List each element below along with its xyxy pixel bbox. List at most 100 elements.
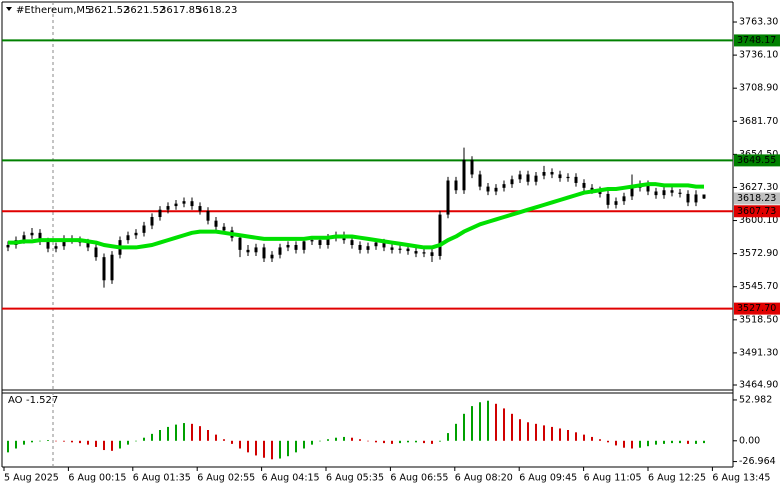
ao-bar <box>95 440 97 447</box>
ao-bar <box>655 440 657 445</box>
header-low: 3617.85 <box>160 5 201 16</box>
ao-tick-label: 52.982 <box>739 394 772 405</box>
x-tick-label: 5 Aug 2025 <box>4 473 59 484</box>
candle-body <box>286 244 290 248</box>
ao-bar <box>7 440 9 453</box>
moving-average <box>8 182 704 250</box>
level-label-box <box>734 154 780 167</box>
y-tick-label: 3627.30 <box>739 182 778 193</box>
y-tick-label: 3518.50 <box>739 314 778 325</box>
level-label-box <box>734 302 780 315</box>
ao-bar <box>607 440 609 443</box>
candle-body <box>646 184 650 192</box>
candle-body <box>38 232 42 242</box>
ao-bar <box>319 440 321 442</box>
x-tick-label: 6 Aug 00:15 <box>68 473 126 484</box>
ao-bar <box>487 400 489 441</box>
ao-bar <box>551 426 553 441</box>
candle-body <box>606 193 610 205</box>
ao-tick-label: 0.00 <box>739 435 760 446</box>
ao-bar <box>519 419 521 441</box>
ao-bar <box>255 440 257 456</box>
ao-bar <box>287 440 289 457</box>
candle-body <box>46 241 50 249</box>
ao-bar <box>391 440 393 444</box>
ao-bar <box>79 440 81 444</box>
ao-bar <box>567 430 569 441</box>
x-tick-label: 6 Aug 05:35 <box>326 473 384 484</box>
ao-bar <box>87 440 89 445</box>
ao-bar <box>39 440 41 442</box>
y-tick-label: 3545.70 <box>739 281 778 292</box>
candle-body <box>390 247 394 250</box>
level-label-box <box>734 34 780 47</box>
ao-bar <box>143 437 145 441</box>
ao-bar <box>279 440 281 459</box>
candle-body <box>686 193 690 203</box>
candle-body <box>406 248 410 252</box>
ao-bar <box>455 423 457 441</box>
ao-bar <box>63 440 65 442</box>
candle-body <box>462 159 466 191</box>
level-label-box <box>734 205 780 218</box>
candle-body <box>222 226 226 231</box>
candle-body <box>550 172 554 175</box>
ao-bar <box>183 423 185 441</box>
x-tick-label: 6 Aug 11:05 <box>584 473 642 484</box>
ao-bar <box>543 425 545 441</box>
candle-body <box>510 179 514 185</box>
ao-tick-label: -26.964 <box>739 456 776 467</box>
x-tick-label: 6 Aug 02:55 <box>197 473 255 484</box>
candle-body <box>30 232 34 236</box>
y-tick-label: 3708.90 <box>739 83 778 94</box>
candle-body <box>318 240 322 245</box>
candle-body <box>22 235 26 241</box>
candle-body <box>622 196 626 202</box>
ao-bar <box>399 440 401 444</box>
header-close: 3618.23 <box>196 5 237 16</box>
current-price-label: 3618.23 <box>737 193 776 204</box>
y-tick-label: 3464.90 <box>739 380 778 391</box>
ao-bar <box>359 439 361 441</box>
candle-body <box>142 225 146 233</box>
collapse-icon[interactable] <box>6 7 12 11</box>
ao-bar <box>23 440 25 445</box>
candle-body <box>470 159 474 175</box>
ao-bar <box>303 440 305 449</box>
candle-body <box>670 190 674 193</box>
ao-bar <box>639 440 641 448</box>
x-tick-label: 6 Aug 13:45 <box>712 473 770 484</box>
ao-name: AO <box>8 395 23 406</box>
candle-body <box>542 172 546 176</box>
candle-body <box>478 174 482 187</box>
ao-bar <box>343 436 345 441</box>
ao-bar <box>623 440 625 448</box>
ao-bar <box>663 440 665 444</box>
ao-bar <box>495 403 497 441</box>
y-tick-label: 3600.10 <box>739 215 778 226</box>
candle-body <box>374 242 378 247</box>
candle-body <box>206 210 210 221</box>
ao-bar <box>263 440 265 458</box>
candle-body <box>422 252 426 254</box>
candle-body <box>694 194 698 203</box>
candle-body <box>62 238 66 247</box>
candle-body <box>166 206 170 210</box>
ao-bar <box>103 440 105 451</box>
ao-bar <box>223 439 225 441</box>
candle-body <box>582 182 586 188</box>
ao-bar <box>191 423 193 441</box>
ao-bar <box>127 440 129 445</box>
candle-body <box>414 251 418 254</box>
candle-body <box>614 201 618 205</box>
ao-bar <box>383 440 385 444</box>
x-tick-label: 6 Aug 08:20 <box>455 473 513 484</box>
ao-bar <box>471 406 473 441</box>
ao-bar <box>407 440 409 443</box>
level-label: 3748.17 <box>737 35 776 46</box>
candle-body <box>358 244 362 250</box>
ao-bar <box>327 439 329 441</box>
candle-body <box>366 246 370 250</box>
ao-bar <box>503 408 505 441</box>
